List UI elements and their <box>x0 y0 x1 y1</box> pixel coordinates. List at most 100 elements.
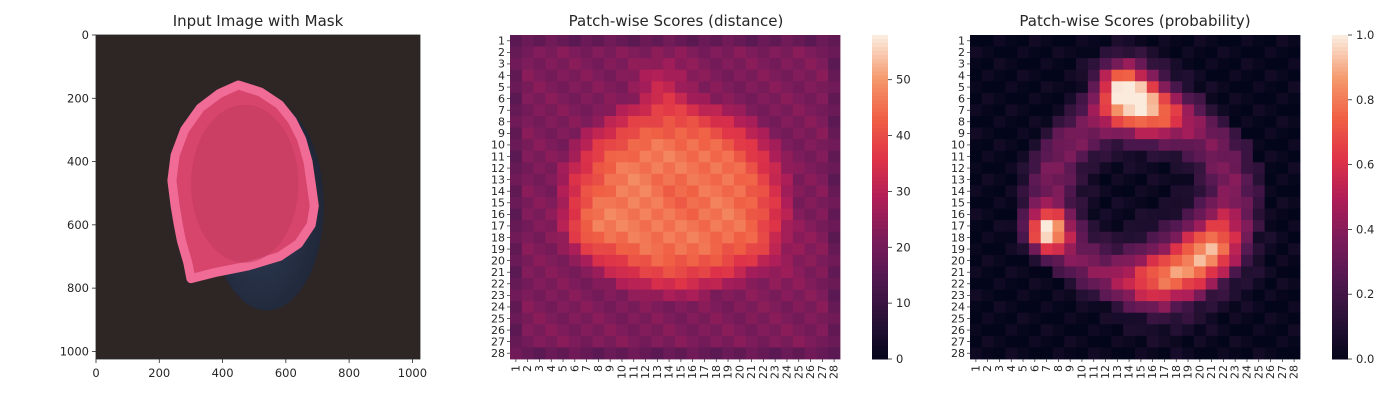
heatmap-cell <box>722 231 735 244</box>
heatmap-cell <box>1182 266 1195 279</box>
heatmap-cell <box>1064 312 1077 325</box>
heatmap-cell <box>592 92 605 105</box>
heatmap-cell <box>1288 81 1301 94</box>
heatmap-cell <box>769 254 782 267</box>
heatmap-cell <box>733 254 747 267</box>
heatmap-cell <box>580 289 593 302</box>
heatmap-cell <box>710 324 723 337</box>
heatmap-cell <box>675 69 688 82</box>
heatmap-cell <box>1017 254 1030 267</box>
heatmap-cell <box>604 139 617 152</box>
heatmap-cell <box>1217 58 1230 71</box>
heatmap-cell <box>981 35 994 47</box>
heatmap-cell <box>722 347 735 360</box>
colorbar-segment <box>1332 265 1348 271</box>
heatmap-cell <box>675 185 688 198</box>
heatmap-cell <box>557 301 570 314</box>
heatmap-cell <box>1076 127 1089 140</box>
heatmap-cell <box>592 231 605 244</box>
heatmap-cell <box>580 347 593 360</box>
heatmap-cell <box>1040 139 1053 152</box>
heatmap-cell <box>1064 150 1077 163</box>
heatmap-cell <box>568 81 582 94</box>
heatmap-cell <box>651 324 664 337</box>
heatmap-cell <box>828 254 841 267</box>
col-tick-label: 6 <box>1028 365 1041 372</box>
heatmap-cell <box>993 347 1006 360</box>
heatmap-cell <box>769 116 782 128</box>
heatmap-cell <box>1182 197 1195 209</box>
heatmap-cell <box>828 150 841 163</box>
row-tick-label: 1 <box>498 35 505 48</box>
heatmap-cell <box>981 243 994 256</box>
heatmap-cell <box>686 92 699 105</box>
heatmap-cell <box>816 35 829 47</box>
heatmap-cell <box>993 243 1006 256</box>
heatmap-cell <box>698 173 711 186</box>
heatmap-cell <box>981 185 994 198</box>
heatmap-cell <box>970 254 983 267</box>
heatmap-cell <box>686 69 699 82</box>
heatmap-cell <box>651 81 664 94</box>
heatmap-cell <box>1193 301 1207 314</box>
heatmap-cell <box>698 220 711 233</box>
heatmap-cell <box>1158 278 1171 290</box>
row-tick-label: 25 <box>491 312 505 325</box>
heatmap-cell <box>545 335 558 348</box>
col-tick-label: 23 <box>1229 365 1242 379</box>
heatmap-cell <box>1005 243 1018 256</box>
heatmap-cell <box>1158 46 1171 59</box>
heatmap-cell <box>604 289 617 302</box>
heatmap-cell <box>1241 254 1254 267</box>
heatmap-cell <box>1252 289 1266 302</box>
heatmap-cell <box>981 289 994 302</box>
heatmap-cell <box>816 312 829 325</box>
heatmap-cell <box>981 254 994 267</box>
heatmap-cell <box>604 347 617 360</box>
heatmap-cell <box>510 231 523 244</box>
heatmap-cell <box>639 150 652 163</box>
heatmap-cell <box>1170 139 1183 152</box>
heatmap-cell <box>745 254 758 267</box>
col-tick-label: 13 <box>1111 365 1124 379</box>
heatmap-cell <box>1170 173 1183 186</box>
heatmap-cell <box>733 197 747 209</box>
heatmap-cell <box>510 162 523 175</box>
heatmap-cell <box>698 231 711 244</box>
heatmap-cell <box>828 301 841 314</box>
heatmap-cell <box>1205 58 1218 71</box>
row-tick-label: 7 <box>958 104 965 117</box>
heatmap-cell <box>1076 335 1089 348</box>
heatmap-cell <box>1170 197 1183 209</box>
heatmap-cell <box>828 347 841 360</box>
heatmap-cell <box>1076 301 1089 314</box>
heatmap-cell <box>1276 266 1289 279</box>
heatmap-cell <box>710 104 723 117</box>
heatmap-cell <box>745 58 758 71</box>
heatmap-cell <box>698 347 711 360</box>
heatmap-cell <box>1182 69 1195 82</box>
heatmap-cell <box>1064 278 1077 290</box>
heatmap-cell <box>1146 324 1159 337</box>
heatmap-cell <box>568 104 582 117</box>
heatmap-cell <box>1229 197 1242 209</box>
heatmap-cell <box>1241 347 1254 360</box>
x-tick-label: 600 <box>275 366 297 380</box>
heatmap-cell <box>792 289 806 302</box>
heatmap-cell <box>781 220 794 233</box>
heatmap-cell <box>710 69 723 82</box>
heatmap-cell <box>545 301 558 314</box>
heatmap-cell <box>710 231 723 244</box>
col-tick-label: 13 <box>651 365 664 379</box>
heatmap-cell <box>1170 324 1183 337</box>
heatmap-cell <box>757 116 770 128</box>
heatmap-cell <box>710 46 723 59</box>
heatmap-cell <box>663 301 676 314</box>
row-tick-label: 15 <box>951 197 965 210</box>
heatmap-cell <box>580 243 593 256</box>
heatmap-cell <box>604 278 617 290</box>
heatmap-cell <box>1182 220 1195 233</box>
heatmap-cell <box>1064 231 1077 244</box>
heatmap-cell <box>568 289 582 302</box>
heatmap-cell <box>580 278 593 290</box>
